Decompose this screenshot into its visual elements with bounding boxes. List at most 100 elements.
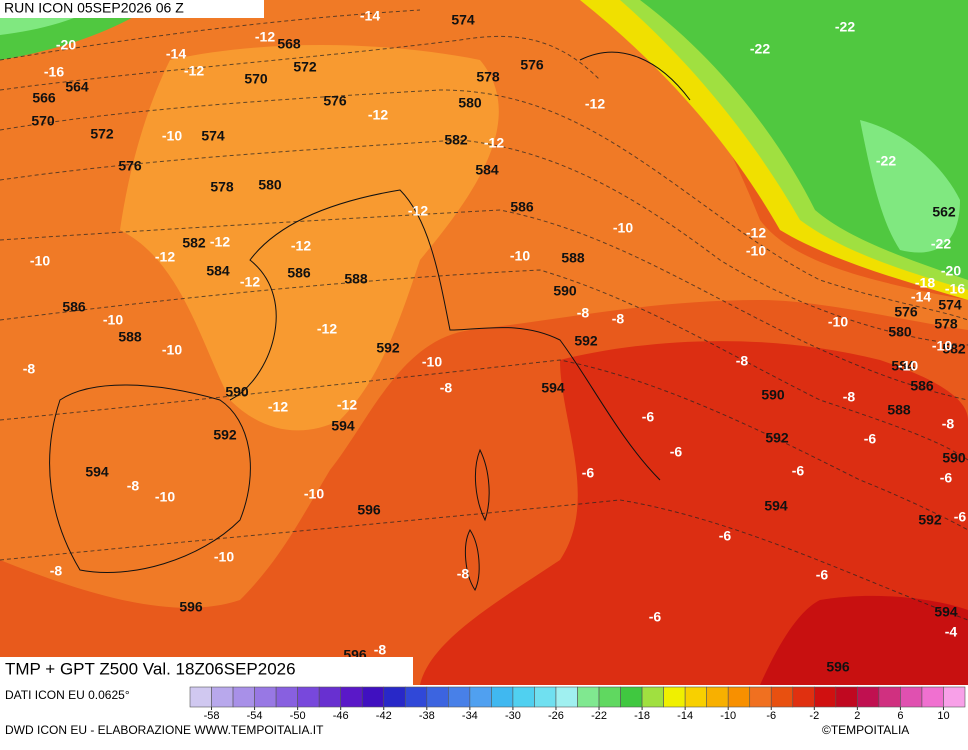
colorbar-swatch [232, 686, 255, 708]
colorbar-tick-label: -6 [766, 710, 776, 722]
gpt-label: 594 [764, 498, 788, 514]
tmp-label: -12 [484, 135, 504, 151]
gpt-label: 590 [553, 283, 577, 299]
tmp-label: -22 [876, 153, 896, 169]
tmp-label: -6 [864, 431, 877, 447]
gpt-label: 592 [918, 512, 942, 528]
tmp-label: -10 [162, 342, 182, 358]
gpt-label: 566 [32, 90, 56, 106]
tmp-label: -8 [843, 389, 856, 405]
tmp-label: -14 [911, 289, 931, 305]
tmp-label: -10 [932, 338, 952, 354]
gpt-label: 586 [910, 378, 934, 394]
colorbar-swatch [491, 686, 514, 708]
gpt-label: 594 [331, 418, 355, 434]
tmp-label: -10 [162, 128, 182, 144]
colorbar-swatch [663, 686, 686, 708]
map-title: TMP + GPT Z500 Val. 18Z06SEP2026 [5, 659, 296, 678]
gpt-label: 576 [520, 57, 544, 73]
gpt-label: 596 [826, 659, 850, 675]
gpt-label: 590 [225, 384, 249, 400]
colorbar-swatch [770, 686, 794, 708]
colorbar-swatch [749, 686, 772, 708]
gpt-label: 578 [476, 69, 500, 85]
gpt-label: 576 [323, 93, 347, 109]
colorbar-swatch [555, 686, 578, 708]
colorbar-swatch [275, 686, 298, 708]
tmp-label: -10 [898, 358, 918, 374]
title-box [0, 657, 413, 685]
colorbar-swatch [469, 686, 492, 708]
gpt-label: 588 [887, 402, 911, 418]
tmp-label: -12 [210, 234, 230, 250]
map-background [0, 0, 968, 685]
gpt-label: 578 [934, 316, 958, 332]
tmp-label: -10 [422, 354, 442, 370]
tmp-label: -8 [612, 311, 625, 327]
tmp-label: -6 [642, 409, 655, 425]
colorbar-swatch [189, 686, 212, 708]
run-box [0, 0, 264, 18]
gpt-label: 580 [258, 177, 282, 193]
tmp-label: -14 [166, 46, 186, 62]
tmp-label: -8 [736, 353, 749, 369]
colorbar-swatch [620, 686, 643, 708]
tmp-label: -6 [670, 444, 683, 460]
colorbar-tick-label: -30 [505, 710, 521, 722]
colorbar-swatch [211, 686, 234, 708]
colorbar-tick-label: 6 [897, 710, 903, 722]
colorbar-swatch [383, 686, 406, 708]
colorbar-tick-label: 10 [937, 710, 949, 722]
gpt-label: 572 [293, 59, 317, 75]
gpt-label: 570 [31, 113, 55, 129]
colorbar-tick-label: -46 [333, 710, 349, 722]
colorbar-swatch [318, 686, 341, 708]
tmp-label: -10 [613, 220, 633, 236]
gpt-label: 578 [210, 179, 234, 195]
gpt-label: 594 [541, 380, 565, 396]
tmp-label: -10 [30, 253, 50, 269]
tmp-label: -12 [746, 225, 766, 241]
tmp-label: -8 [457, 566, 470, 582]
tmp-label: -6 [940, 470, 953, 486]
gpt-label: 596 [179, 599, 203, 615]
colorbar-swatch [706, 686, 729, 708]
colorbar-swatch [792, 686, 815, 708]
colorbar: -58 -54 -50 -46 -42 -38 -34 -30 -26 -22 -18 -14 -10-… [189, 686, 966, 722]
run-label: RUN ICON 05SEP2026 06 Z [4, 0, 184, 16]
gpt-label: 594 [934, 604, 958, 620]
tmp-label: -6 [649, 609, 662, 625]
colorbar-swatch [512, 686, 535, 708]
tmp-label: -10 [155, 489, 175, 505]
colorbar-tick-label: -26 [548, 710, 564, 722]
gpt-label: 590 [761, 387, 785, 403]
gpt-label: 588 [118, 329, 142, 345]
tmp-label: -4 [945, 624, 958, 640]
tmp-label: -12 [291, 238, 311, 254]
colorbar-tick-label: -58 [204, 710, 220, 722]
tmp-label: -22 [835, 19, 855, 35]
gpt-label: 564 [65, 79, 89, 95]
colorbar-swatch [361, 686, 385, 708]
tmp-label: -16 [44, 64, 64, 80]
colorbar-swatch [814, 686, 837, 708]
tmp-label: -10 [746, 243, 766, 259]
colorbar-swatch [598, 686, 621, 708]
gpt-label: 596 [357, 502, 381, 518]
colorbar-swatch [426, 686, 449, 708]
tmp-label: -14 [360, 8, 380, 24]
tmp-label: -10 [828, 314, 848, 330]
gpt-label: 584 [475, 162, 499, 178]
tmp-label: -10 [214, 549, 234, 565]
gpt-label: 588 [561, 250, 585, 266]
tmp-label: -12 [408, 203, 428, 219]
colorbar-swatch [835, 686, 858, 708]
tmp-label: -16 [945, 281, 965, 297]
tmp-label: -8 [23, 361, 36, 377]
colorbar-tick-label: -10 [720, 710, 736, 722]
tmp-label: -10 [304, 486, 324, 502]
tmp-label: -8 [50, 563, 63, 579]
tmp-label: -6 [954, 509, 967, 525]
colorbar-tick-label: -2 [809, 710, 819, 722]
